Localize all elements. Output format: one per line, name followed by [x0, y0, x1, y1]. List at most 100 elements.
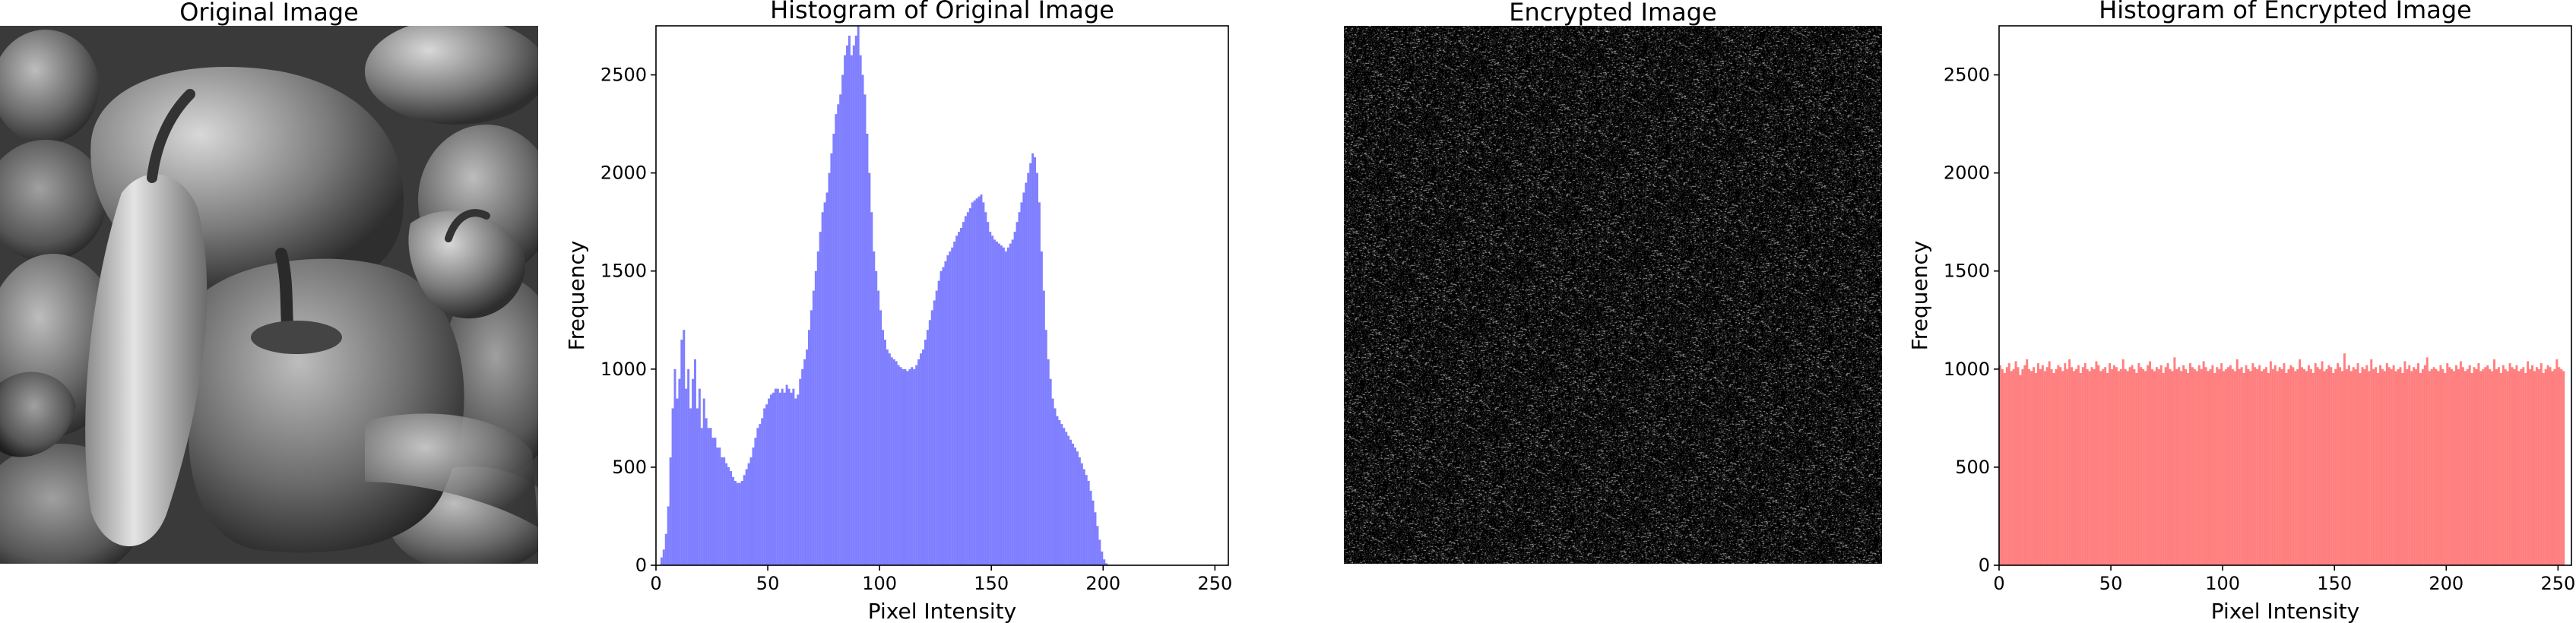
y-tick-label: 1500: [600, 261, 647, 282]
histogram-bar: [877, 290, 880, 565]
histogram-bar: [2276, 371, 2279, 565]
histogram-bar: [2261, 371, 2264, 565]
histogram-bar: [835, 114, 838, 565]
histogram-bar: [2296, 368, 2299, 565]
histogram-bar: [2531, 365, 2533, 565]
histogram-bar: [1082, 469, 1085, 565]
histogram-bar: [1006, 247, 1009, 565]
x-axis-label: Pixel Intensity: [868, 599, 1017, 623]
histogram-bar: [821, 212, 824, 565]
histogram-bar: [2435, 368, 2438, 565]
axes-frame: [1998, 25, 2572, 566]
histogram-bar: [2540, 363, 2543, 565]
histogram-bar: [933, 300, 936, 565]
histogram-bar: [787, 388, 791, 565]
histogram-bar: [2245, 365, 2248, 565]
histogram-bar: [2368, 371, 2371, 565]
histogram-bar: [2086, 368, 2089, 565]
histogram-bar: [882, 330, 885, 565]
histogram-bar: [812, 290, 815, 565]
histogram-bar: [2083, 363, 2086, 565]
histogram-bar: [2117, 371, 2120, 565]
histogram-bar: [718, 447, 721, 565]
histogram-bar: [2135, 372, 2138, 565]
histogram-bar: [2043, 371, 2046, 565]
histogram-bar: [863, 94, 867, 565]
histogram-bar: [2482, 368, 2485, 565]
histogram-bar: [1999, 365, 2001, 565]
histogram-bar: [689, 408, 692, 565]
histogram-bar: [2271, 368, 2274, 565]
histogram-bar: [2461, 367, 2464, 565]
histogram-bar: [886, 349, 889, 565]
histogram-bar: [2028, 368, 2031, 565]
histogram-bar: [2209, 368, 2212, 565]
histogram-bar: [971, 202, 974, 565]
histogram-bar: [2265, 367, 2267, 565]
histogram-bar: [2314, 363, 2317, 565]
histogram-bar: [996, 242, 999, 565]
histogram-bar: [2330, 367, 2333, 565]
histogram-bar: [1072, 443, 1075, 565]
histogram-bar: [2211, 365, 2214, 565]
histogram-bar: [1074, 447, 1076, 565]
histogram-bar: [2106, 372, 2109, 565]
histogram-bar: [973, 200, 976, 565]
histogram-bar: [870, 212, 873, 565]
histogram-bar: [839, 94, 842, 565]
histogram-bar: [2415, 368, 2418, 565]
y-axis-label: Frequency: [564, 241, 589, 351]
histogram-bar: [673, 368, 676, 565]
histogram-bar: [2166, 363, 2169, 565]
histogram-bar: [2193, 368, 2196, 565]
histogram-bar: [2479, 371, 2483, 565]
histogram-bar: [680, 340, 683, 565]
histogram-bar: [687, 368, 690, 565]
histogram-bar: [2473, 367, 2476, 565]
histogram-bar: [2204, 367, 2207, 565]
histogram-bar: [2343, 353, 2346, 565]
histogram-bar: [2283, 363, 2286, 565]
histogram-bar: [2023, 365, 2026, 565]
histogram-bar: [2444, 372, 2447, 565]
histogram-bar: [2109, 363, 2112, 565]
histogram-bar: [716, 447, 719, 565]
histogram-bar: [1063, 428, 1066, 565]
histogram-bar: [709, 428, 712, 565]
histogram-bar: [2392, 365, 2395, 565]
histogram-bar: [1069, 439, 1073, 565]
histogram-bar: [1016, 222, 1019, 565]
histogram-bar: [953, 242, 956, 565]
histogram-bar: [2269, 361, 2272, 565]
histogram-bar: [2202, 361, 2205, 565]
histogram-bar: [2171, 371, 2174, 565]
histogram-bar: [2325, 368, 2328, 565]
histogram-bar: [2513, 368, 2516, 565]
histogram-bar: [2285, 372, 2288, 565]
histogram-bar: [2555, 359, 2559, 565]
histogram-bar: [2242, 372, 2245, 565]
histogram-bar: [756, 428, 759, 565]
histogram-bar: [964, 216, 967, 565]
histogram-bar: [2406, 368, 2409, 565]
histogram-bar: [913, 368, 916, 565]
histogram-bar: [803, 359, 806, 565]
histogram-bar: [727, 466, 730, 565]
histogram-bar: [850, 55, 853, 565]
histogram-bar: [671, 408, 674, 565]
histogram-bar: [2375, 367, 2378, 565]
histogram-bar: [884, 340, 886, 565]
histogram-bar: [1044, 330, 1047, 565]
histogram-bar: [2546, 365, 2549, 565]
original-histogram-chart: Histogram of Original Image 0 50 100 150 200 2…: [564, 0, 1232, 623]
chart-title: Histogram of Encrypted Image: [2099, 0, 2472, 24]
histogram-bar: [944, 261, 947, 565]
x-tick-label: 50: [756, 573, 780, 594]
histogram-bar: [678, 378, 681, 565]
histogram-bar: [2517, 371, 2521, 565]
histogram-bar: [794, 398, 797, 565]
histogram-bar: [2477, 363, 2480, 565]
histogram-bar: [2178, 367, 2181, 565]
histogram-bar: [772, 392, 775, 565]
histogram-bar: [2341, 371, 2343, 565]
